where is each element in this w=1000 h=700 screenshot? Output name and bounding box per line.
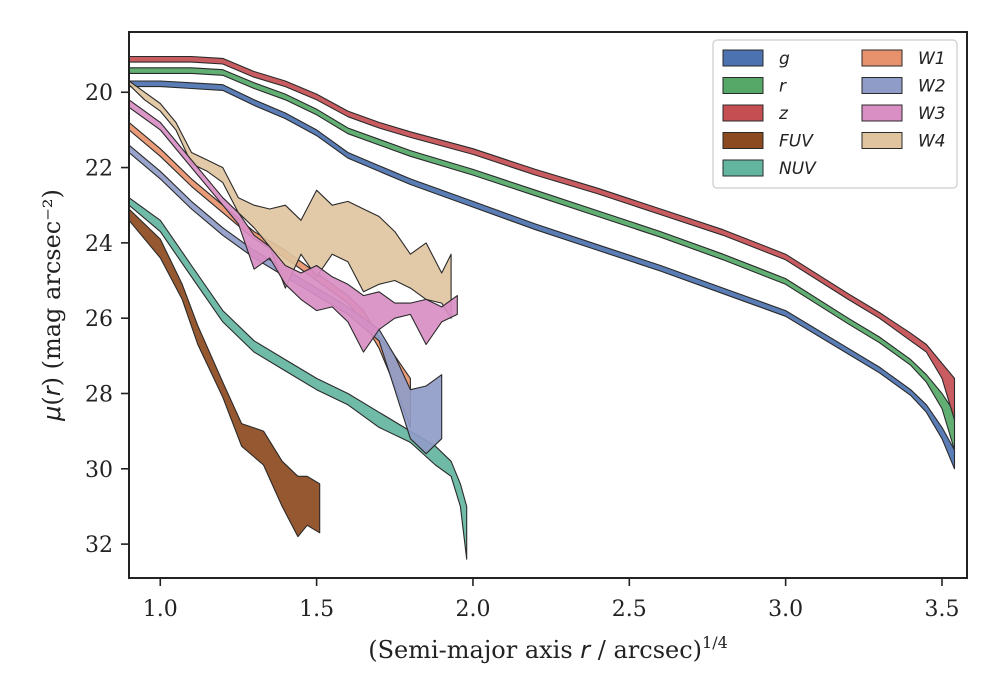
y-tick-label: 32	[85, 533, 113, 558]
y-tick-label: 22	[85, 157, 113, 182]
legend-swatch-W4	[861, 132, 903, 149]
y-tick-label: 26	[85, 307, 113, 332]
legend-swatch-z	[722, 104, 764, 122]
y-tick-label: 20	[85, 81, 113, 106]
y-tick-label: 28	[85, 382, 113, 407]
legend-label-W4: W4	[918, 132, 946, 152]
x-axis-label: (Semi-major axis r / arcsec)1/4	[368, 633, 728, 664]
legend-label-NUV: NUV	[779, 159, 817, 179]
x-tick-label: 3.5	[924, 597, 959, 622]
legend-swatch-g	[722, 49, 764, 67]
y-tick-label: 30	[85, 458, 113, 483]
series-area-r	[129, 67, 956, 451]
legend-label-W3: W3	[918, 104, 946, 124]
legend: grz FUV NUV W1 W2 W3 W4	[712, 39, 958, 189]
legend-label-W2: W2	[918, 77, 946, 97]
legend-swatch-W3	[861, 104, 903, 122]
plot-frame	[128, 31, 968, 579]
x-tick-label: 1.5	[299, 597, 334, 622]
x-tick-label: 2.5	[612, 597, 647, 622]
legend-swatch-W2	[861, 77, 903, 94]
y-axis-label: μ(r) (mag arcsec⁻²)	[38, 189, 66, 422]
legend-label-W1: W1	[918, 49, 946, 69]
y-tick-label: 24	[85, 232, 113, 257]
legend-swatch-r	[722, 77, 764, 94]
x-axis: 1.0 1.5 2.0 2.5 3.0 3.5	[143, 578, 959, 622]
legend-swatch-NUV	[722, 159, 764, 177]
series-area-FUV	[129, 208, 321, 538]
series-areas	[129, 55, 956, 560]
legend-label-z: z	[778, 104, 789, 124]
x-tick-label: 1.0	[143, 597, 178, 622]
legend-label-g: g	[779, 49, 790, 69]
x-tick-label: 3.0	[768, 597, 803, 622]
series-area-z	[129, 55, 956, 421]
series-area-W4	[129, 80, 452, 319]
series-area-W3	[129, 99, 458, 353]
legend-label-r: r	[779, 77, 787, 97]
legend-swatch-FUV	[722, 132, 764, 149]
series-area-NUV	[129, 197, 468, 560]
legend-swatch-W1	[861, 49, 903, 67]
y-axis: 20 22 24 26 28 30 32	[85, 81, 129, 558]
legend-label-FUV: FUV	[779, 132, 814, 152]
x-tick-label: 2.0	[455, 597, 490, 622]
series-area-g	[129, 80, 956, 470]
